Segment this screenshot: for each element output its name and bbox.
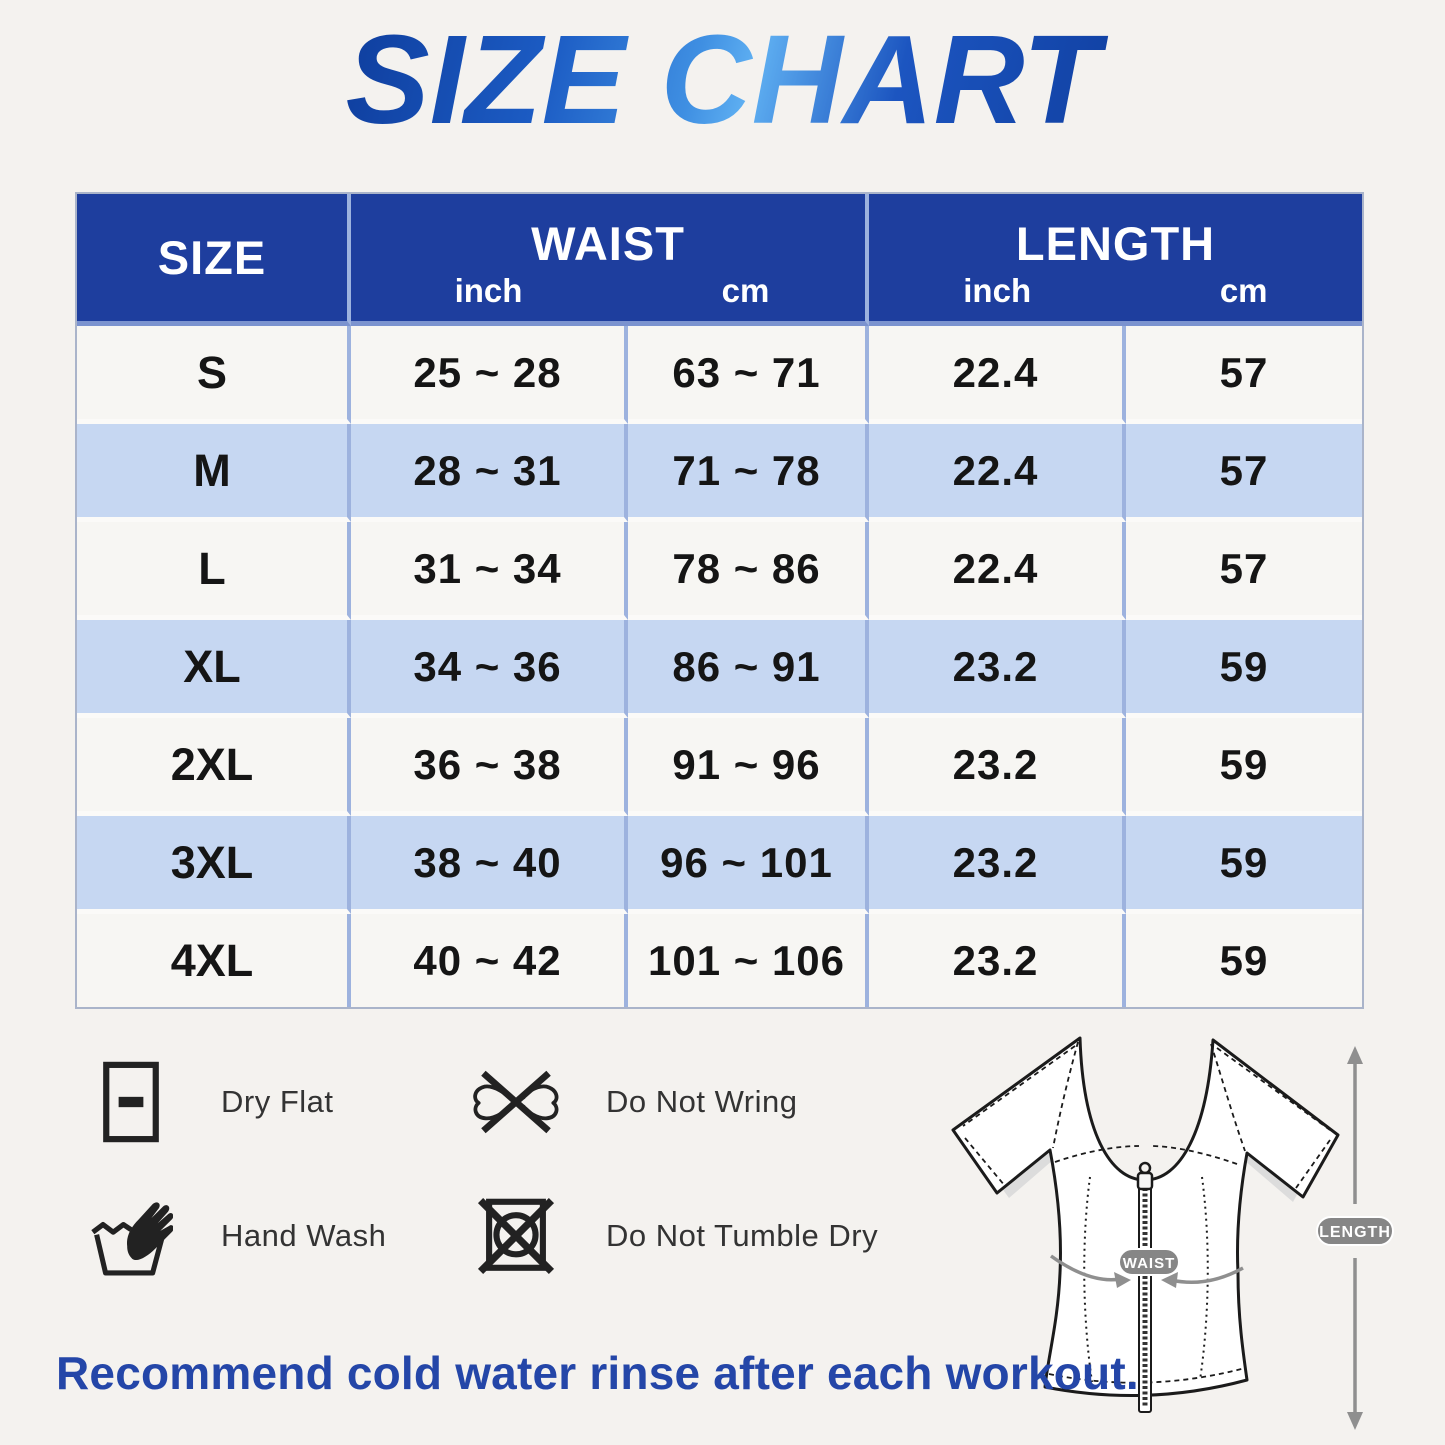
- table-row-4xl: 4XL 40 ~ 42 101 ~ 106 23.2 59: [77, 914, 1363, 1007]
- waist-inch-cell: 40 ~ 42: [351, 914, 628, 1007]
- length-inch-cell: 23.2: [869, 914, 1127, 1007]
- hand-wash-icon: [85, 1190, 177, 1282]
- care-item-dry-flat: Dry Flat: [85, 1056, 470, 1148]
- length-cm-cell: 59: [1126, 620, 1363, 718]
- length-cm-cell: 59: [1126, 718, 1363, 816]
- size-cell: M: [77, 424, 351, 522]
- table-row-l: L 31 ~ 34 78 ~ 86 22.4 57: [77, 522, 1363, 620]
- waist-cm-cell: 86 ~ 91: [628, 620, 870, 718]
- waist-cm-cell: 91 ~ 96: [628, 718, 870, 816]
- size-header-label: SIZE: [157, 231, 267, 284]
- size-table-header-row: SIZE WAIST inch cm LENGTH inch cm: [77, 194, 1363, 326]
- table-row-m: M 28 ~ 31 71 ~ 78 22.4 57: [77, 424, 1363, 522]
- length-inch-cell: 22.4: [869, 326, 1127, 424]
- care-label: Do Not Wring: [606, 1084, 798, 1119]
- waist-inch-cell: 38 ~ 40: [351, 816, 628, 914]
- length-cm-cell: 59: [1126, 816, 1363, 914]
- length-cm-cell: 57: [1126, 424, 1363, 522]
- length-inch-unit-label: inch: [963, 272, 1032, 310]
- waist-cm-cell: 63 ~ 71: [628, 326, 870, 424]
- waist-inch-cell: 31 ~ 34: [351, 522, 628, 620]
- length-arrow: [1347, 1046, 1363, 1430]
- length-cm-unit-label: cm: [1219, 272, 1268, 310]
- care-item-do-not-wring: Do Not Wring: [470, 1056, 965, 1148]
- waist-inch-cell: 25 ~ 28: [351, 326, 628, 424]
- seam-lines: [962, 1041, 1331, 1384]
- care-label: Dry Flat: [221, 1084, 334, 1119]
- care-instructions: Dry Flat Do Not Wring Han: [85, 1056, 965, 1282]
- length-pill-label: LENGTH: [1319, 1224, 1391, 1241]
- length-cm-cell: 59: [1126, 914, 1363, 1007]
- waist-arrows: [1049, 1254, 1244, 1288]
- size-cell: S: [77, 326, 351, 424]
- waist-header-label: WAIST: [531, 217, 685, 271]
- waist-cm-unit-label: cm: [721, 272, 770, 310]
- size-cell: 4XL: [77, 914, 351, 1007]
- length-cm-cell: 57: [1126, 522, 1363, 620]
- length-inch-cell: 23.2: [869, 620, 1127, 718]
- waist-inch-cell: 28 ~ 31: [351, 424, 628, 522]
- care-item-hand-wash: Hand Wash: [85, 1190, 470, 1282]
- size-table: SIZE WAIST inch cm LENGTH inch cm: [75, 192, 1365, 1009]
- length-inch-cell: 22.4: [869, 522, 1127, 620]
- column-header-size: SIZE: [77, 194, 351, 326]
- waist-cm-cell: 78 ~ 86: [628, 522, 870, 620]
- table-row-2xl: 2XL 36 ~ 38 91 ~ 96 23.2 59: [77, 718, 1363, 816]
- care-item-do-not-tumble-dry: Do Not Tumble Dry: [470, 1190, 965, 1282]
- waist-cm-cell: 96 ~ 101: [628, 816, 870, 914]
- care-label: Do Not Tumble Dry: [606, 1218, 879, 1253]
- zipper: [1136, 1161, 1154, 1413]
- table-row-s: S 25 ~ 28 63 ~ 71 22.4 57: [77, 326, 1363, 424]
- size-cell: 3XL: [77, 816, 351, 914]
- page-title: SIZE CHART: [0, 13, 1445, 146]
- waist-inch-unit-label: inch: [454, 272, 523, 310]
- waist-pill: WAIST: [1118, 1248, 1180, 1276]
- dry-flat-icon: [85, 1056, 177, 1148]
- waist-cm-cell: 71 ~ 78: [628, 424, 870, 522]
- length-cm-cell: 57: [1126, 326, 1363, 424]
- do-not-tumble-dry-icon: [470, 1190, 562, 1282]
- length-pill: LENGTH: [1316, 1216, 1394, 1246]
- care-label: Hand Wash: [221, 1218, 387, 1253]
- size-cell: XL: [77, 620, 351, 718]
- length-header-label: LENGTH: [1015, 217, 1216, 271]
- column-header-waist: WAIST inch cm: [351, 194, 870, 326]
- waist-inch-cell: 36 ~ 38: [351, 718, 628, 816]
- size-cell: L: [77, 522, 351, 620]
- waist-unit-row: inch cm: [351, 271, 865, 311]
- do-not-wring-icon: [470, 1056, 562, 1148]
- left-sleeve-panel: [1001, 1148, 1053, 1198]
- column-header-length: LENGTH inch cm: [869, 194, 1363, 326]
- length-inch-cell: 23.2: [869, 816, 1127, 914]
- garment-measurement-diagram: WAIST LENGTH: [951, 1036, 1394, 1430]
- length-inch-cell: 23.2: [869, 718, 1127, 816]
- waist-pill-label: WAIST: [1123, 1255, 1176, 1272]
- length-inch-cell: 22.4: [869, 424, 1127, 522]
- footer-note: Recommend cold water rinse after each wo…: [56, 1347, 1139, 1399]
- table-row-xl: XL 34 ~ 36 86 ~ 91 23.2 59: [77, 620, 1363, 718]
- waist-inch-cell: 34 ~ 36: [351, 620, 628, 718]
- waist-cm-cell: 101 ~ 106: [628, 914, 870, 1007]
- table-row-3xl: 3XL 38 ~ 40 96 ~ 101 23.2 59: [77, 816, 1363, 914]
- size-cell: 2XL: [77, 718, 351, 816]
- length-unit-row: inch cm: [869, 271, 1362, 311]
